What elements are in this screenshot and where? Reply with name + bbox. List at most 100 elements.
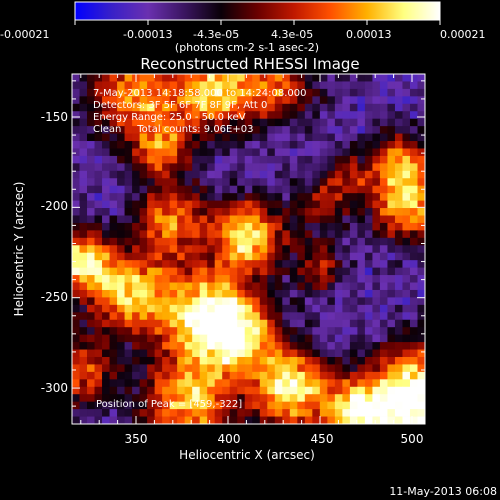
- image-pixel: [252, 193, 261, 201]
- image-pixel: [297, 252, 306, 261]
- image-pixel: [402, 297, 411, 306]
- image-pixel: [282, 349, 291, 358]
- image-pixel: [169, 304, 178, 313]
- image-pixel: [282, 342, 291, 350]
- image-pixel: [87, 304, 95, 313]
- image-pixel: [102, 245, 110, 254]
- image-pixel: [319, 208, 328, 216]
- image-pixel: [364, 163, 373, 172]
- image-pixel: [132, 371, 140, 380]
- image-pixel: [394, 178, 403, 187]
- image-pixel: [319, 81, 328, 90]
- image-pixel: [402, 260, 411, 269]
- image-pixel: [297, 297, 306, 306]
- image-pixel: [327, 193, 336, 201]
- image-pixel: [192, 401, 201, 410]
- image-pixel: [409, 297, 418, 306]
- image-pixel: [192, 409, 201, 417]
- image-pixel: [259, 394, 268, 403]
- image-pixel: [364, 81, 373, 90]
- image-pixel: [289, 401, 298, 410]
- image-pixel: [357, 401, 366, 410]
- image-pixel: [169, 319, 178, 328]
- image-pixel: [244, 88, 253, 97]
- image-pixel: [229, 111, 238, 120]
- image-pixel: [177, 193, 186, 201]
- image-pixel: [237, 185, 246, 194]
- image-pixel: [147, 416, 156, 424]
- image-pixel: [154, 327, 163, 336]
- image-pixel: [117, 342, 125, 350]
- image-pixel: [387, 148, 396, 157]
- image-pixel: [177, 126, 186, 134]
- image-pixel: [297, 155, 306, 164]
- image-pixel: [289, 88, 298, 97]
- image-pixel: [207, 245, 216, 254]
- image-pixel: [319, 379, 328, 388]
- image-pixel: [139, 416, 148, 424]
- image-pixel: [87, 148, 95, 157]
- image-pixel: [177, 133, 186, 142]
- image-pixel: [117, 126, 125, 134]
- image-pixel: [94, 267, 103, 276]
- image-pixel: [364, 356, 373, 365]
- image-pixel: [364, 148, 373, 157]
- image-pixel: [229, 267, 238, 276]
- image-pixel: [214, 356, 223, 365]
- image-pixel: [117, 386, 125, 395]
- image-pixel: [417, 155, 425, 164]
- image-pixel: [94, 178, 103, 187]
- image-pixel: [184, 312, 193, 321]
- image-pixel: [409, 141, 418, 149]
- image-pixel: [87, 252, 95, 261]
- image-pixel: [207, 96, 216, 105]
- image-pixel: [327, 230, 336, 239]
- image-pixel: [289, 222, 298, 231]
- image-pixel: [169, 416, 178, 424]
- image-pixel: [312, 103, 321, 112]
- image-pixel: [72, 208, 80, 216]
- image-pixel: [79, 379, 88, 388]
- image-pixel: [402, 230, 411, 239]
- image-pixel: [184, 334, 193, 343]
- image-pixel: [357, 118, 366, 127]
- image-pixel: [147, 237, 156, 246]
- image-pixel: [139, 200, 148, 209]
- image-pixel: [237, 334, 246, 343]
- image-pixel: [349, 312, 358, 321]
- image-pixel: [252, 289, 261, 298]
- image-pixel: [147, 170, 156, 179]
- image-pixel: [87, 416, 95, 424]
- image-pixel: [244, 416, 253, 424]
- image-pixel: [349, 96, 358, 105]
- image-pixel: [409, 334, 418, 343]
- image-pixel: [169, 148, 178, 157]
- image-pixel: [184, 252, 193, 261]
- image-pixel: [282, 133, 291, 142]
- image-pixel: [117, 178, 125, 187]
- image-pixel: [252, 148, 261, 157]
- image-pixel: [372, 141, 381, 149]
- image-pixel: [87, 96, 95, 105]
- image-pixel: [304, 118, 313, 127]
- image-pixel: [102, 74, 110, 82]
- image-pixel: [282, 289, 291, 298]
- image-pixel: [222, 401, 231, 410]
- image-pixel: [177, 416, 186, 424]
- image-pixel: [274, 163, 283, 172]
- image-pixel: [394, 267, 403, 276]
- image-pixel: [244, 297, 253, 306]
- image-pixel: [229, 237, 238, 246]
- image-pixel: [147, 155, 156, 164]
- image-pixel: [357, 193, 366, 201]
- image-pixel: [87, 267, 95, 276]
- image-pixel: [394, 327, 403, 336]
- image-pixel: [319, 88, 328, 97]
- image-pixel: [117, 88, 125, 97]
- axis-ticks: [72, 74, 425, 424]
- image-pixel: [394, 185, 403, 194]
- image-pixel: [387, 282, 396, 291]
- image-pixel: [402, 282, 411, 291]
- image-pixel: [87, 178, 95, 187]
- image-pixel: [387, 319, 396, 328]
